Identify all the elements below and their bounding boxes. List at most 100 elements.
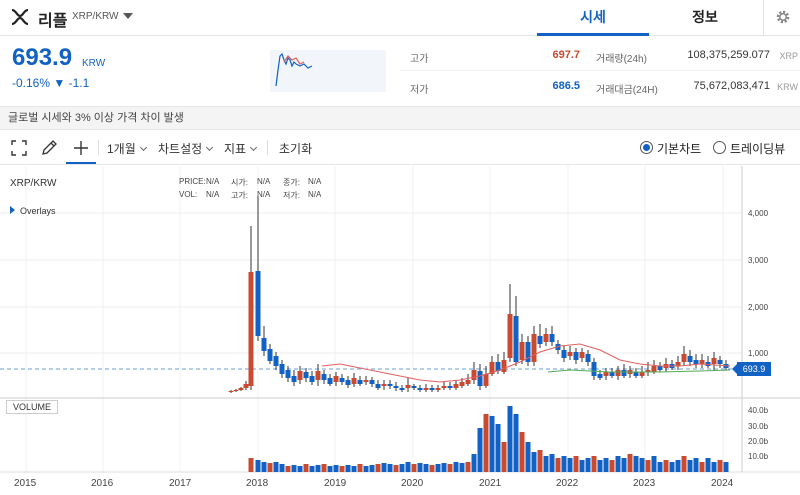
x-tick-label: 2024 — [711, 478, 734, 489]
candle-body — [255, 271, 261, 336]
ohlc-high-value: N/A — [257, 190, 271, 199]
draw-pencil-icon[interactable] — [40, 139, 58, 157]
volume-bar — [285, 466, 291, 472]
vol-tick-label: 10.0b — [748, 452, 769, 461]
candle-body — [657, 366, 663, 370]
candle-body — [579, 352, 585, 358]
candle-body — [543, 334, 549, 342]
volume-bar — [453, 462, 459, 472]
candle-body — [309, 376, 315, 382]
low-value: 686.5 — [552, 80, 580, 92]
volume-bar — [279, 464, 285, 472]
fullscreen-icon[interactable] — [10, 139, 28, 157]
coin-pair: XRP/KRW — [72, 11, 119, 22]
volume-bar — [621, 458, 627, 472]
volume-bar — [639, 458, 645, 472]
volume-bar — [297, 466, 303, 472]
y-tick-label: 1,000 — [748, 349, 769, 358]
volume-bar — [345, 465, 351, 472]
x-tick-label: 2017 — [169, 478, 192, 489]
candle-body — [699, 360, 705, 364]
candle-body — [327, 378, 333, 384]
candle-body — [471, 370, 477, 380]
price-gap-notice: 글로벌 시세와 3% 이상 가격 차이 발생 — [0, 106, 800, 130]
candle-body — [501, 360, 507, 372]
expand-triangle-icon — [10, 206, 15, 214]
x-tick-label: 2015 — [14, 478, 37, 489]
volume-label: 거래량(24h) — [596, 54, 647, 65]
volume-bar — [669, 462, 675, 472]
volume-bar — [657, 462, 663, 472]
volume-bar — [603, 458, 609, 472]
candle-body — [687, 356, 693, 362]
candle-body — [279, 364, 285, 374]
volume-bar — [459, 463, 465, 472]
ohlc-price-label: PRICE: — [179, 177, 206, 186]
volume-bar — [321, 464, 327, 472]
candle-body — [633, 372, 639, 376]
candle-body — [411, 386, 417, 388]
indicators-menu[interactable]: 지표 — [224, 140, 258, 157]
candle-body — [681, 354, 687, 362]
mini-price-chart — [270, 50, 386, 92]
candle-body — [351, 378, 357, 384]
ohlc-open-label: 시가: — [231, 178, 248, 187]
chart-settings-menu[interactable]: 차트설정 — [158, 140, 214, 157]
candle-body — [429, 388, 435, 390]
overlays-toggle[interactable]: Overlays — [10, 206, 56, 216]
candle-body — [357, 380, 363, 384]
high-label: 고가 — [410, 54, 429, 65]
candle-body — [513, 316, 519, 362]
volume-bar — [597, 460, 603, 472]
volume-bar — [351, 466, 357, 472]
overlays-label: Overlays — [20, 206, 56, 216]
period-select[interactable]: 1개월 — [107, 140, 147, 157]
candle-body — [507, 314, 513, 358]
candlestick-chart[interactable]: XRP/KRW Overlays PRICE: N/A 시가: N/A 종가: … — [0, 166, 800, 495]
volume-bar — [441, 463, 447, 472]
basic-chart-label[interactable]: 기본차트 — [657, 142, 702, 156]
volume-bar — [543, 456, 549, 472]
y-tick-label: 3,000 — [748, 256, 769, 265]
candle-body — [597, 374, 603, 378]
candle-body — [585, 354, 591, 362]
candle-body — [519, 342, 525, 360]
ohlc-price-value: N/A — [206, 177, 220, 186]
x-tick-label: 2019 — [324, 478, 347, 489]
volume-bar — [447, 464, 453, 472]
header-bar: 리플 XRP/KRW 시세 정보 — [0, 0, 800, 36]
volume-bar — [261, 462, 267, 472]
volume-bar — [255, 460, 261, 472]
volume-bar — [387, 464, 393, 472]
candle-body — [609, 372, 615, 376]
stat-row-high: 고가 697.7 거래량(24h) 108,375,259.077 XRP — [400, 40, 800, 71]
crosshair-tool[interactable] — [66, 133, 96, 164]
settings-button[interactable] — [763, 0, 800, 36]
volume-bar — [723, 462, 729, 472]
volume-bar — [687, 460, 693, 472]
ohlc-low-label: 저가: — [283, 191, 300, 200]
volume-bar — [309, 466, 315, 472]
candle-body — [369, 380, 375, 384]
x-tick-label: 2018 — [246, 478, 269, 489]
basic-chart-radio[interactable] — [640, 141, 653, 154]
y-tick-label: 2,000 — [748, 303, 769, 312]
volume-bar — [513, 414, 519, 472]
reset-button[interactable]: 초기화 — [279, 142, 313, 156]
candle-body — [339, 378, 345, 382]
candle-body — [333, 376, 339, 382]
volume-bar — [585, 458, 591, 472]
tradingview-radio[interactable] — [713, 141, 726, 154]
pair-dropdown-icon[interactable] — [123, 13, 133, 19]
tab-info[interactable]: 정보 — [692, 9, 718, 25]
volume-bar — [489, 416, 495, 472]
volume-bar — [537, 450, 543, 472]
candle-body — [399, 388, 405, 390]
chart-pair-label: XRP/KRW — [10, 178, 57, 189]
volume-bar — [267, 463, 273, 472]
tradingview-label[interactable]: 트레이딩뷰 — [730, 142, 786, 156]
candle-body — [531, 334, 537, 362]
candle-body — [423, 388, 429, 390]
tab-quote[interactable]: 시세 — [537, 0, 649, 36]
volume-bar — [435, 464, 441, 472]
